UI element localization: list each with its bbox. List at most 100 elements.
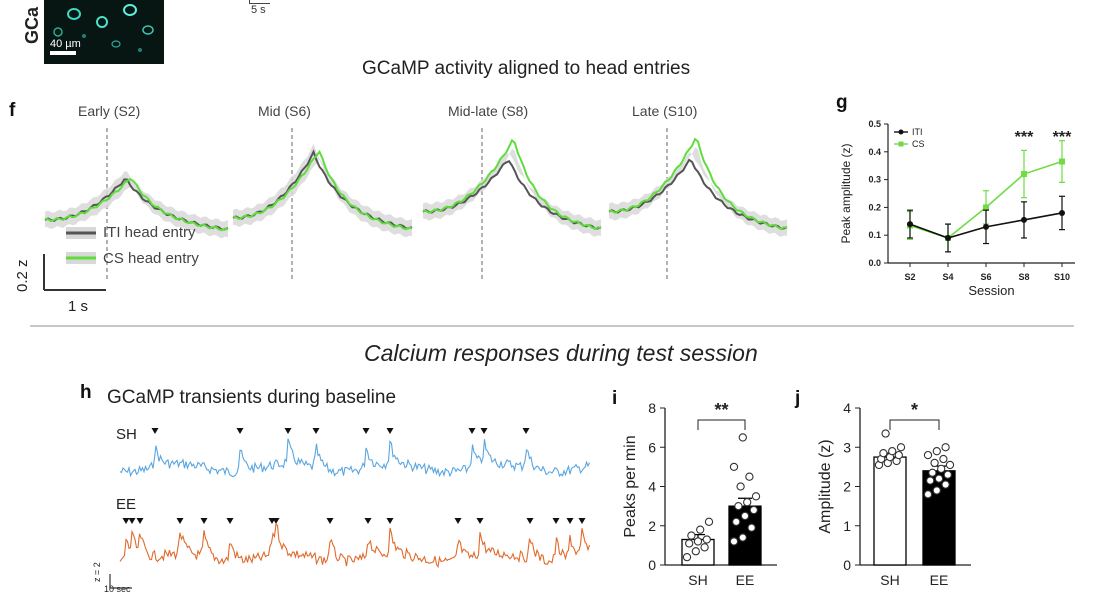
j-x-tick-label-SH: SH — [880, 572, 899, 588]
i-significance: ** — [714, 400, 728, 420]
scale-bar-um: 40 µm — [50, 38, 81, 55]
j-significance: * — [911, 400, 918, 420]
j-point-EE — [941, 480, 950, 489]
sh-trace-peak-marker — [151, 428, 159, 434]
j-y-tick-label: 1 — [843, 518, 851, 534]
row-label-ee: EE — [116, 496, 137, 513]
g-x-tick-label: S8 — [1018, 272, 1029, 282]
h-t-scale-label: 10 sec — [104, 584, 131, 594]
g-y-tick-label: 0.4 — [868, 147, 881, 157]
i-point-EE — [745, 472, 754, 481]
time-bar: 5 s — [249, 0, 270, 16]
g-legend-iti-label: ITI — [912, 127, 923, 137]
g-y-tick-label: 0.1 — [868, 230, 881, 240]
g-point-ITI — [1021, 216, 1027, 223]
f-z-scale-label: 0.2 z — [14, 259, 34, 336]
chart-g: 0.0 0.1 0.2 0.3 0.4 0.5 S2 S4 S6 S8 S10 Peak amplit… — [839, 119, 1075, 298]
g-legend-cs-marker — [898, 141, 904, 147]
stage-label-2: Mid-late (S8) — [448, 103, 528, 119]
g-point-CS — [1021, 171, 1027, 178]
j-point-EE — [923, 450, 933, 460]
j-point-EE — [923, 490, 933, 499]
panel-h-letter: h — [80, 382, 92, 403]
j-point-SH — [881, 429, 890, 438]
g-x-tick-label: S4 — [942, 272, 953, 282]
i-point-EE — [736, 482, 745, 491]
i-significance-bracket — [697, 419, 746, 430]
i-point-SH — [682, 552, 692, 562]
ee-trace-peak-marker — [136, 518, 144, 524]
chart-j: 0 1 2 3 4 Amplitude (z) SH EE * — [817, 400, 971, 588]
j-point-EE — [943, 470, 952, 479]
j-y-tick-label: 3 — [843, 439, 851, 455]
ee-trace-peak-marker — [128, 518, 136, 524]
sh-trace — [119, 438, 591, 478]
legend-iti-label: ITI head entry — [103, 224, 196, 241]
g-y-tick-label: 0.3 — [868, 175, 881, 185]
i-point-EE — [729, 462, 739, 472]
panel-f-traces: Early (S2) Mid (S6) Mid-late (S8) Late (S10… — [43, 103, 788, 291]
i-x-tick-label-EE: EE — [736, 572, 755, 588]
row-label-sh: SH — [116, 426, 137, 443]
cs-trace-0 — [44, 178, 229, 232]
ee-trace-peak-marker — [200, 518, 208, 524]
chart-h — [109, 428, 591, 589]
panel-f-letter: f — [9, 100, 16, 121]
i-point-EE — [729, 537, 739, 546]
g-point-ITI — [983, 223, 989, 230]
legend-cs-label: CS head entry — [103, 250, 199, 267]
h-z-scale-text: z = 2 — [92, 562, 102, 582]
g-x-tick-label: S10 — [1054, 272, 1070, 282]
ee-trace-peak-marker — [578, 518, 586, 524]
g-point-ITI — [1059, 209, 1065, 216]
j-point-EE — [945, 460, 955, 470]
j-point-EE — [941, 443, 950, 452]
ee-trace-peak-marker — [272, 518, 280, 524]
panel-i-letter: i — [612, 388, 618, 409]
i-y-tick-label: 4 — [648, 479, 656, 495]
i-point-SH — [696, 525, 705, 534]
chart-i: 0 2 4 6 8 Peaks per min SH EE ** — [622, 400, 777, 588]
j-point-EE — [937, 464, 946, 473]
g-legend-iti-marker — [898, 129, 904, 135]
time-bar-line — [249, 0, 270, 4]
sem-band-0 — [45, 171, 228, 239]
sh-trace-peak-marker — [386, 428, 394, 434]
g-x-tick-label: S6 — [980, 272, 991, 282]
g-legend-cs-label: CS — [912, 139, 925, 149]
j-y-axis-label: Amplitude (z) — [817, 439, 834, 533]
panel-h-title: GCaMP transients during baseline — [107, 387, 397, 408]
ee-trace-peak-marker — [476, 518, 484, 524]
panel-g-letter: g — [836, 92, 848, 113]
j-y-tick-label: 0 — [843, 557, 851, 573]
g-y-tick-label: 0.2 — [868, 202, 881, 212]
j-significance-bracket — [889, 419, 940, 430]
i-point-SH — [702, 535, 711, 544]
stage-label-3: Late (S10) — [632, 103, 697, 119]
ee-trace-peak-marker — [552, 518, 560, 524]
g-x-tick-label: S2 — [904, 272, 915, 282]
ee-trace-peak-marker — [122, 518, 130, 524]
ee-trace-peak-marker — [566, 518, 574, 524]
g-point-CS — [1059, 158, 1065, 165]
j-y-tick-label: 4 — [843, 400, 851, 416]
j-point-EE — [928, 468, 937, 477]
microscopy-cells — [53, 4, 154, 52]
j-point-SH — [879, 448, 888, 458]
ee-trace-peak-marker — [326, 518, 334, 524]
i-point-EE — [734, 501, 743, 511]
stage-label-0: Early (S2) — [78, 103, 140, 119]
sh-trace-peak-marker — [312, 428, 320, 434]
i-x-tick-label-SH: SH — [688, 572, 707, 588]
i-point-SH — [704, 517, 714, 526]
ee-trace-peak-marker — [386, 518, 394, 524]
cs-trace-2 — [422, 138, 602, 230]
i-y-tick-label: 6 — [648, 439, 656, 455]
j-bar-EE — [922, 470, 956, 566]
time-bar-text: 5 s — [251, 4, 266, 16]
scale-bar-um-line — [50, 51, 76, 55]
g-point-CS — [983, 204, 989, 211]
g-point-ITI — [907, 221, 913, 228]
i-y-tick-label: 2 — [648, 518, 656, 534]
ee-trace-peak-marker — [454, 518, 462, 524]
